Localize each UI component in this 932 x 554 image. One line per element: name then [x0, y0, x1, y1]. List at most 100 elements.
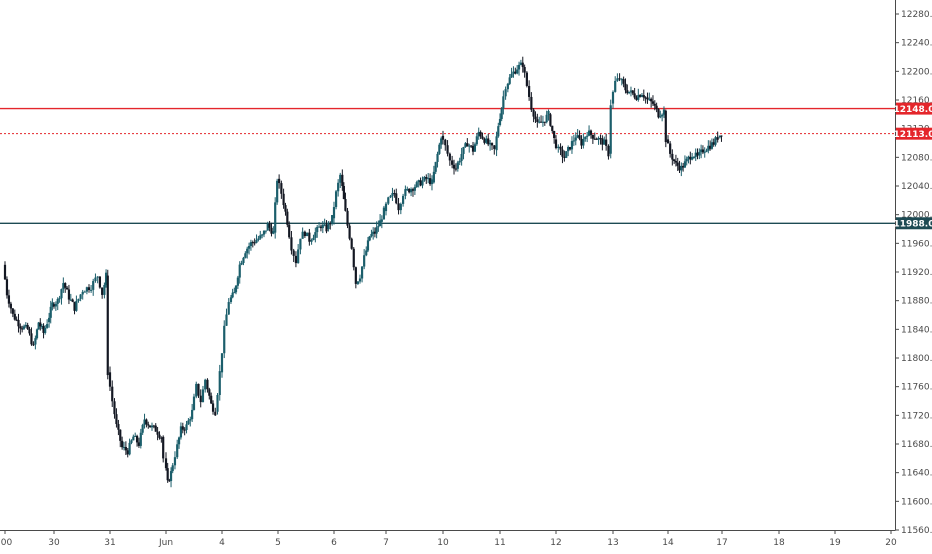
- candle-body: [528, 86, 530, 97]
- candle-body: [573, 140, 575, 141]
- candle-body: [311, 240, 313, 242]
- candle-body: [306, 233, 308, 236]
- y-tick-label: 12080.0: [901, 153, 932, 163]
- candle-body: [495, 136, 497, 150]
- candle-body: [370, 234, 372, 236]
- candle-body: [650, 99, 652, 101]
- candle-body: [567, 147, 569, 151]
- candle-body: [489, 143, 491, 144]
- candle-body: [404, 189, 406, 196]
- y-tick-label: 11600.0: [901, 497, 932, 507]
- candle-body: [92, 281, 94, 290]
- y-tick-label: 12280.0: [901, 10, 932, 20]
- candle-body: [119, 430, 121, 441]
- candle-body: [510, 74, 512, 77]
- candle-body: [284, 205, 286, 212]
- candle-body: [435, 162, 437, 172]
- candle-body: [524, 67, 526, 73]
- candle-body: [461, 154, 463, 161]
- candle-body: [516, 69, 518, 73]
- candle: [335, 190, 337, 209]
- x-tick-label: 5: [275, 538, 281, 548]
- candle-body: [446, 145, 448, 154]
- candle-body: [616, 78, 618, 81]
- x-tick-label: 6: [331, 538, 337, 548]
- candle: [195, 382, 197, 399]
- candle-body: [575, 138, 577, 141]
- candle: [383, 206, 385, 220]
- candle-body: [455, 169, 457, 170]
- candle-body: [533, 110, 535, 117]
- candle-body: [14, 314, 16, 320]
- candle-body: [457, 162, 459, 168]
- candle-body: [381, 219, 383, 221]
- candle-body: [412, 189, 414, 191]
- candle-body: [449, 154, 451, 161]
- candle-body: [145, 420, 147, 425]
- candle-body: [665, 111, 667, 142]
- candle-body: [671, 154, 673, 160]
- candle-body: [582, 139, 584, 145]
- candle-body: [195, 384, 197, 397]
- candle-body: [717, 137, 719, 140]
- candle-body: [77, 299, 79, 301]
- candle-body: [132, 437, 134, 441]
- x-tick-label: 4: [219, 538, 225, 548]
- candle-body: [261, 235, 263, 236]
- candle-body: [314, 232, 316, 238]
- candle-body: [269, 224, 271, 228]
- candle-body: [197, 384, 199, 396]
- x-tick-label: 19: [829, 538, 841, 548]
- candle-body: [113, 401, 115, 414]
- x-tick-label: 12: [550, 538, 561, 548]
- x-tick-label: 10: [437, 538, 449, 548]
- x-tick-label: 11: [494, 538, 505, 548]
- x-tick-label: 31: [104, 538, 115, 548]
- candle-body: [129, 443, 131, 455]
- candle-body: [4, 265, 6, 279]
- candle-body: [442, 136, 444, 140]
- candle-body: [487, 139, 489, 145]
- candle-body: [130, 440, 132, 443]
- candle-body: [438, 145, 440, 154]
- candle-body: [478, 132, 480, 136]
- candle-body: [605, 140, 607, 146]
- candle-body: [673, 160, 675, 161]
- candle-body: [36, 329, 38, 338]
- x-tick-label: 20: [885, 538, 897, 548]
- candle: [353, 247, 355, 270]
- candle-body: [244, 253, 246, 258]
- candle-body: [147, 424, 149, 425]
- y-tick-label: 11560.0: [901, 526, 932, 536]
- candle-body: [162, 437, 164, 459]
- candle: [306, 233, 308, 237]
- candle: [665, 110, 667, 148]
- candle-body: [343, 186, 345, 199]
- candle-body: [280, 183, 282, 194]
- candle-body: [225, 314, 227, 325]
- candle-body: [686, 159, 688, 162]
- candle-body: [559, 147, 561, 150]
- candle-body: [121, 441, 123, 447]
- candle-body: [276, 181, 278, 203]
- candle-body: [239, 265, 241, 278]
- candle-body: [483, 139, 485, 143]
- candle-body: [652, 101, 654, 103]
- candle: [565, 151, 567, 158]
- candle-body: [597, 138, 599, 140]
- candle-body: [594, 139, 596, 140]
- candle-body: [385, 204, 387, 211]
- candle-body: [109, 372, 111, 386]
- candle-body: [619, 78, 621, 79]
- candle-body: [383, 208, 385, 220]
- candle-body: [182, 426, 184, 429]
- x-tick-label: 17: [716, 538, 727, 548]
- candle-body: [705, 151, 707, 152]
- candle-body: [176, 444, 178, 457]
- candle-body: [210, 396, 212, 404]
- candle-body: [28, 329, 30, 333]
- candle-body: [117, 424, 119, 430]
- candle-body: [509, 77, 511, 83]
- candle: [36, 329, 38, 340]
